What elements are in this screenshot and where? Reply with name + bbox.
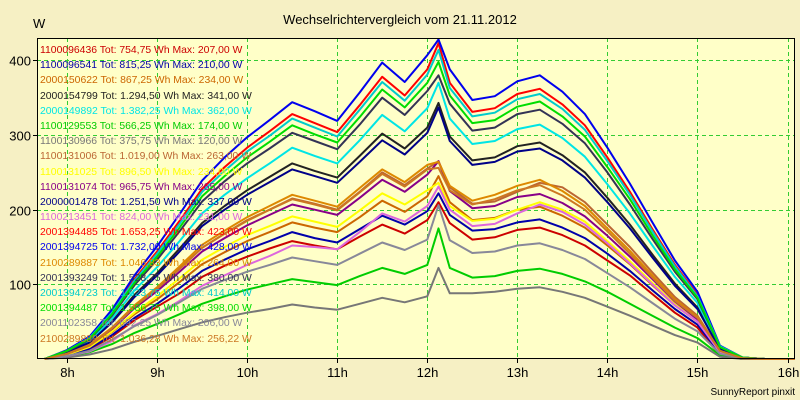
footer-credit: SunnyReport pinxit: [711, 387, 796, 398]
series-line-11: [44, 185, 795, 360]
series-line-1: [44, 192, 795, 360]
series-line-10: [44, 106, 795, 360]
axis-ticks: 8h 9h 10h 11h 12h 13h 14h 15h 16h 100 200 300 400: [9, 54, 799, 381]
series-line-19: [44, 166, 795, 360]
y-tick-label: 100: [9, 278, 31, 293]
x-tick-label: 10h: [237, 365, 259, 380]
legend-entry-17: 2001394487 Tot: 1.586,75 Wh Max: 398,00 …: [40, 303, 252, 315]
x-tick-label: 12h: [417, 365, 439, 380]
legend-entry-9: 1100131074 Tot: 965,75 Wh Max: 265,00 W: [40, 181, 243, 193]
series-line-8: [44, 181, 795, 360]
legend: 1100096436 Tot: 754,75 Wh Max: 207,00 W 1…: [40, 43, 252, 347]
y-tick-label: 400: [9, 54, 31, 69]
legend-entry-5: 1100129553 Tot: 566,25 Wh Max: 174,00 W: [40, 120, 243, 132]
legend-entry-10: 2000001478 Tot: 1.251,50 Wh Max: 337,00 …: [40, 196, 252, 208]
plot-frame: [37, 38, 795, 359]
legend-entry-12: 2001394485 Tot: 1.653,25 Wh Max: 423,00 …: [40, 227, 252, 239]
legend-entry-18: 2001102358 Tot: 692,25 Wh Max: 206,00 W: [40, 318, 243, 330]
series-lines: [44, 38, 795, 360]
x-tick-label: 9h: [150, 365, 164, 380]
series-line-16: [44, 48, 795, 360]
series-line-15: [44, 74, 795, 360]
series-line-6: [44, 266, 795, 360]
legend-entry-14: 2100289887 Tot: 1.046,83 Wh Max: 264,00 …: [40, 257, 252, 269]
series-line-4: [44, 81, 795, 360]
series-line-17: [44, 60, 795, 360]
y-tick-label: 300: [9, 129, 31, 144]
series-line-5: [44, 227, 795, 360]
legend-entry-7: 1100131006 Tot: 1.019,00 Wh Max: 263,00 …: [40, 151, 252, 163]
legend-entry-0: 1100096436 Tot: 754,75 Wh Max: 207,00 W: [40, 45, 243, 56]
legend-entry-19: 2100289888 Tot: 1.036,28 Wh Max: 256,22 …: [40, 333, 252, 345]
x-tick-label: 16h: [778, 365, 800, 380]
legend-entry-11: 1100213451 Tot: 824,00 Wh Max: 231,00 W: [40, 212, 243, 224]
plot-border: [37, 38, 795, 359]
x-tick-label: 8h: [60, 365, 74, 380]
legend-entry-13: 2001394725 Tot: 1.732,00 Wh Max: 428,00 …: [40, 242, 252, 254]
y-tick-label: 200: [9, 204, 31, 219]
series-line-3: [44, 101, 795, 360]
chart-title: Wechselrichtervergleich vom 21.11.2012: [283, 12, 517, 27]
legend-entry-2: 2000150622 Tot: 867,25 Wh Max: 234,00 W: [40, 75, 244, 87]
legend-entry-4: 2000149892 Tot: 1.382,25 Wh Max: 362,00 …: [40, 105, 252, 117]
legend-entry-16: 2001394723 Tot: 1.623,75 Wh Max: 414,00 …: [40, 288, 252, 299]
series-line-18: [44, 204, 795, 360]
y-axis-label: W: [33, 16, 46, 31]
series-line-14: [44, 160, 795, 360]
x-tick-label: 11h: [327, 365, 348, 380]
x-tick-label: 13h: [507, 365, 529, 380]
x-tick-label: 15h: [687, 365, 709, 380]
x-tick-label: 14h: [597, 365, 619, 380]
series-line-13: [44, 38, 795, 360]
legend-entry-8: 1100131025 Tot: 896,50 Wh Max: 234,00 W: [40, 166, 243, 178]
legend-entry-6: 1100130966 Tot: 375,75 Wh Max: 120,00 W: [40, 136, 243, 148]
legend-entry-1: 1100096541 Tot: 815,25 Wh Max: 210,00 W: [40, 60, 243, 72]
series-line-0: [44, 201, 795, 360]
legend-entry-15: 2001393249 Tot: 1.528,75 Wh Max: 380,00 …: [40, 272, 252, 284]
legend-entry-3: 2000154799 Tot: 1.294,50 Wh Max: 341,00 …: [40, 90, 252, 102]
